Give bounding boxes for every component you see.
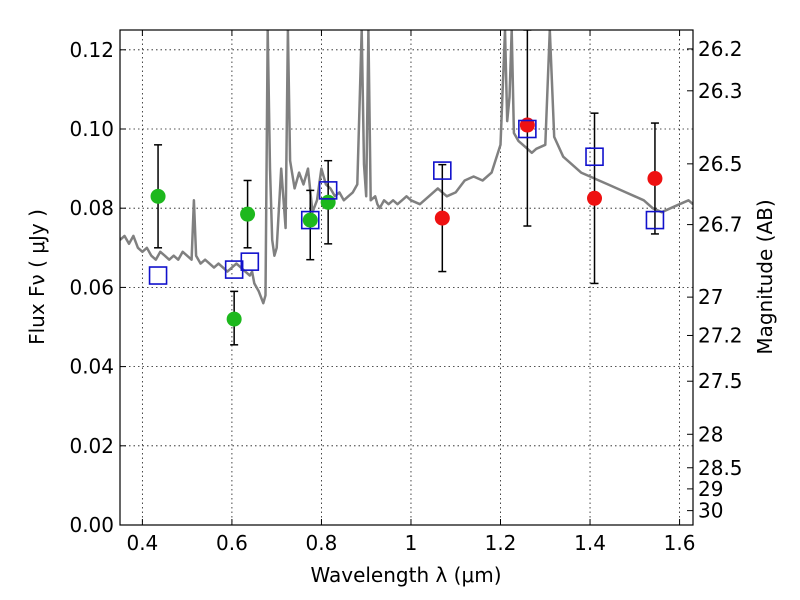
red-data-point <box>647 171 663 186</box>
model-photometry-square <box>318 181 338 200</box>
y-axis-label: Flux Fν ( μJy ) <box>25 209 49 345</box>
y2-tick-label: 27.5 <box>698 369 743 393</box>
y2-tick-label: 26.3 <box>698 79 743 103</box>
x-tick-label: 0.8 <box>306 531 338 555</box>
plot-area <box>120 30 693 346</box>
y-tick-label: 0.12 <box>69 38 114 62</box>
axes: 0.4 0.6 0.8 1 1.2 1.4 1.6 0.00 0.02 0.04 0.06 0.08 0… <box>69 30 743 555</box>
x-axis-label: Wavelength λ (μm) <box>310 563 501 587</box>
x-tick-label: 1.6 <box>664 531 696 555</box>
x-tick-label: 0.4 <box>126 531 158 555</box>
y2-axis-label: Magnitude (AB) <box>753 199 777 354</box>
x-tick-label: 1 <box>405 531 418 555</box>
model-spectrum-line <box>120 30 693 305</box>
y-tick-label: 0.06 <box>69 275 114 299</box>
green-data-point <box>302 212 318 228</box>
y2-tick-label: 26.2 <box>698 37 743 61</box>
x-tick-label: 0.6 <box>216 531 248 555</box>
plot-frame <box>119 29 694 526</box>
y2-tick-label: 28.5 <box>698 456 743 480</box>
y2-tick-label: 30 <box>698 499 723 523</box>
y2-tick-label: 29 <box>698 477 723 501</box>
y-tick-label: 0.04 <box>69 355 114 379</box>
model-photometry-square <box>240 252 260 271</box>
x-tick-label: 1.4 <box>574 531 606 555</box>
red-data-point <box>434 210 450 226</box>
green-data-point <box>150 188 166 204</box>
model-photometry-square <box>585 147 604 167</box>
y2-tick-label: 27.2 <box>698 323 743 347</box>
y-tick-label: 0.10 <box>69 117 114 141</box>
red-data-point <box>587 190 603 206</box>
y2-tick-label: 27 <box>698 285 723 309</box>
model-photometry-square <box>300 210 320 230</box>
plot-background <box>120 30 693 525</box>
model-photometry-square <box>433 161 452 180</box>
y2-tick-label: 26.5 <box>698 152 743 176</box>
y-tick-label: 0.02 <box>69 434 114 458</box>
green-data-point <box>226 311 242 327</box>
model-photometry-square <box>518 119 537 139</box>
y2-tick-label: 26.7 <box>698 213 743 237</box>
x-tick-label: 1.2 <box>485 531 517 555</box>
model-photometry-square <box>645 210 665 230</box>
y2-tick-label: 28 <box>698 422 723 446</box>
green-data-point <box>320 194 336 210</box>
y-tick-label: 0.08 <box>69 196 114 220</box>
green-data-point <box>240 206 256 222</box>
model-photometry-square <box>148 266 168 285</box>
y-tick-label: 0.00 <box>69 513 114 537</box>
